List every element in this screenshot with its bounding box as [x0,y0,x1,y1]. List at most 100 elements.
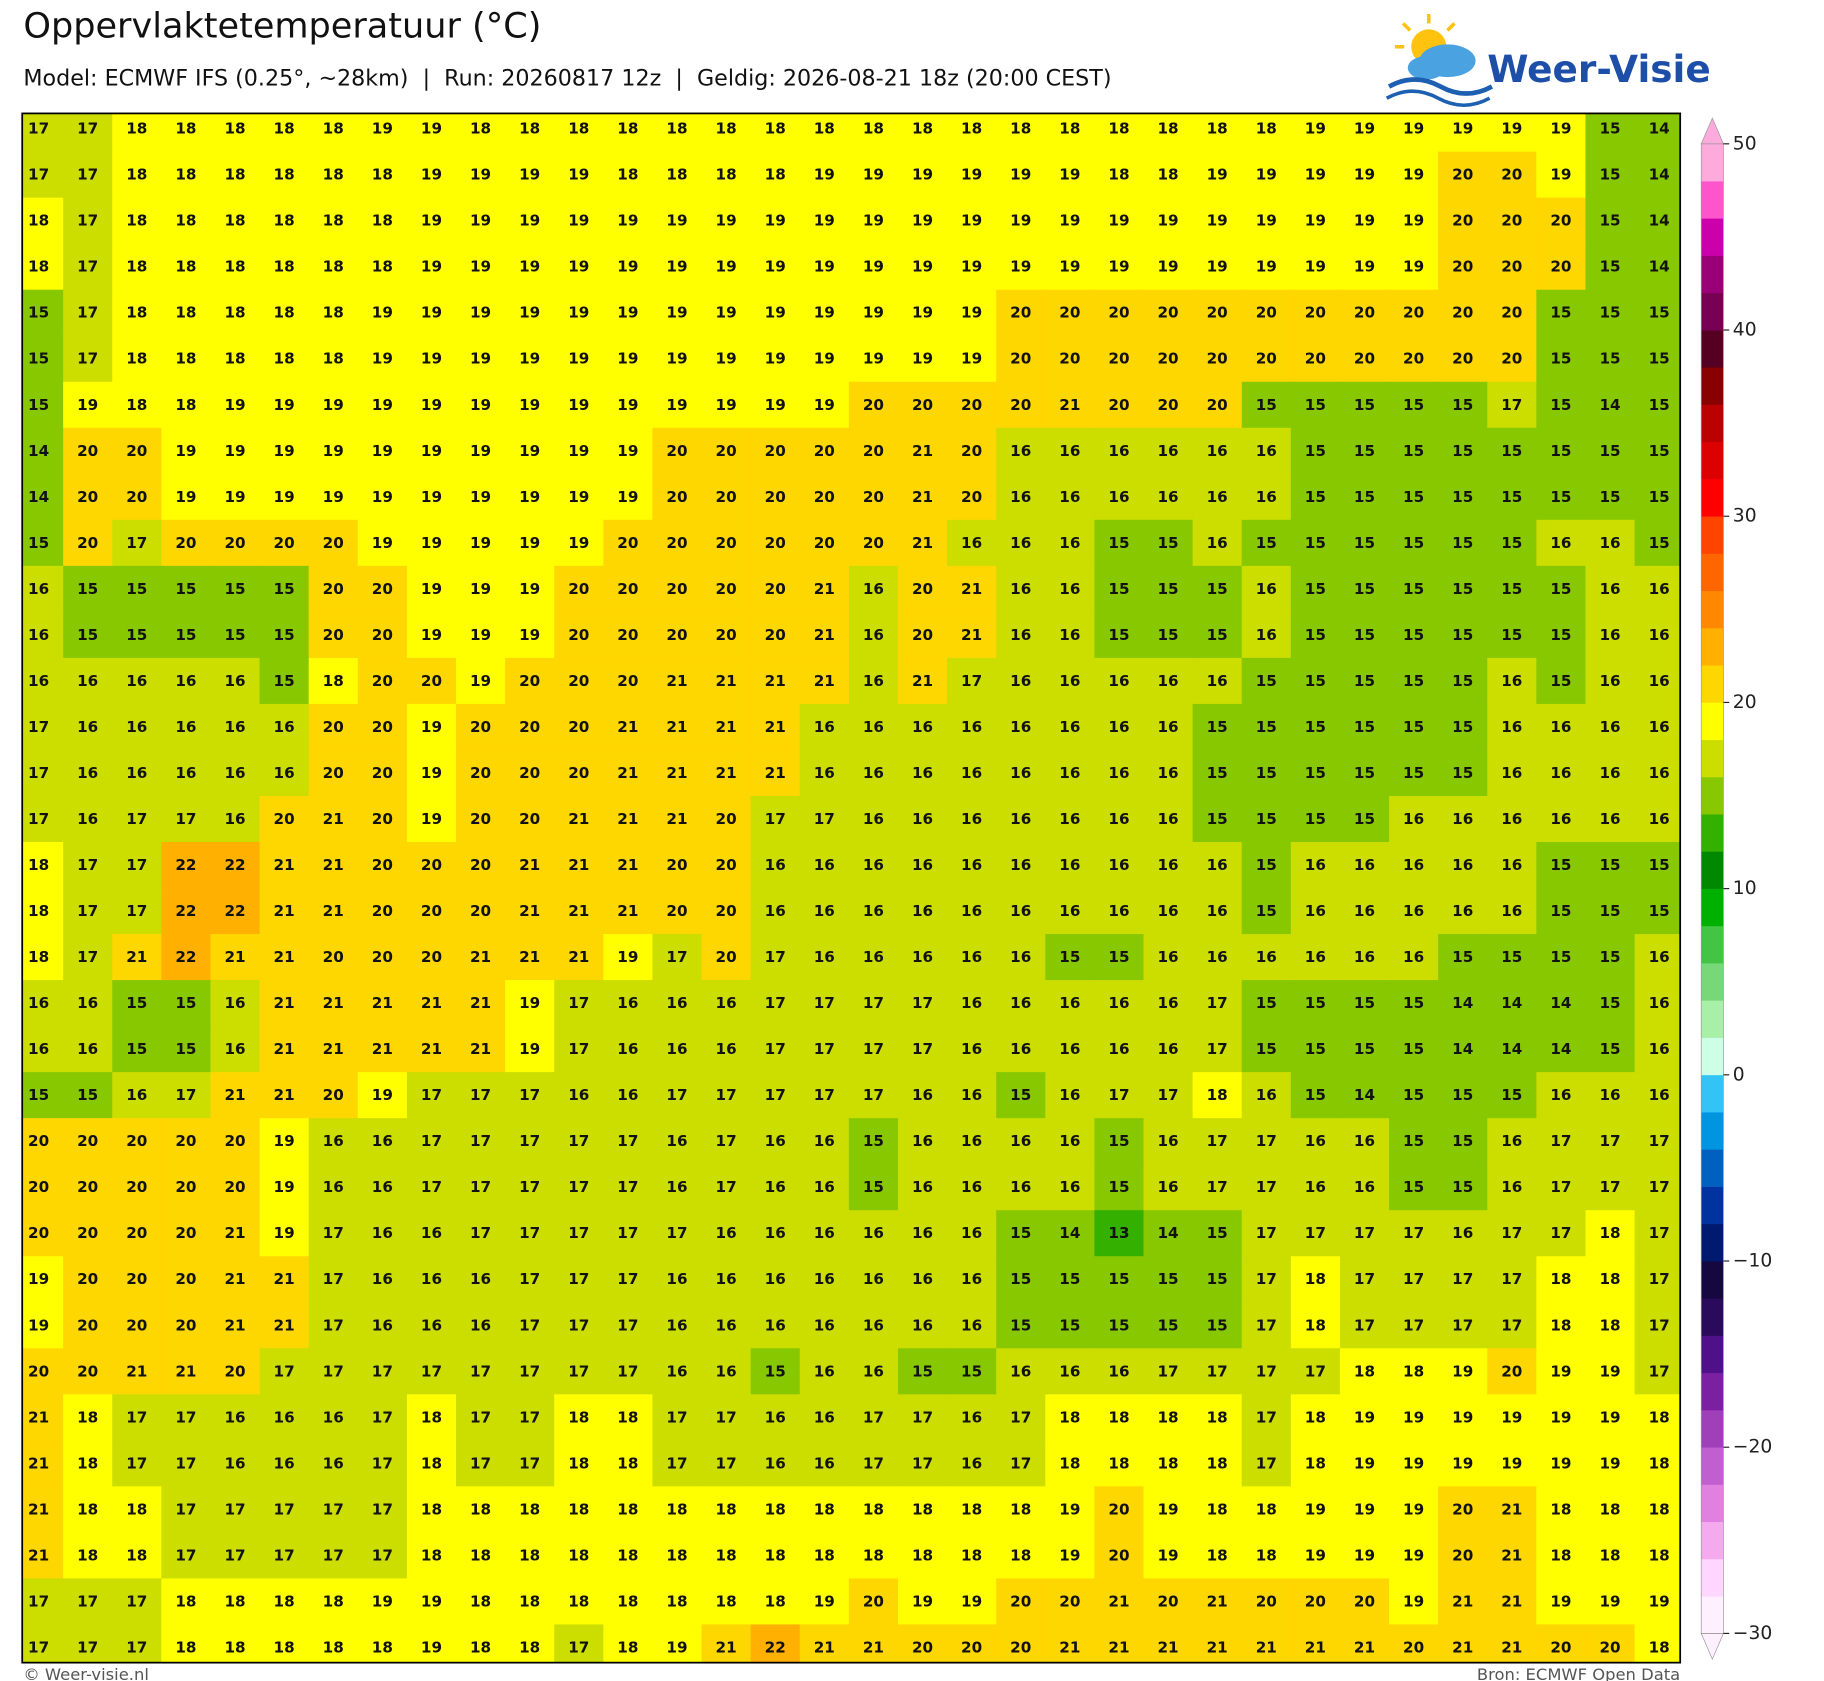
temp-label: 19 [716,212,737,230]
colorbar-band [1701,1521,1724,1560]
temp-label: 16 [863,626,884,644]
temp-cell [161,1072,212,1119]
temp-label: 15 [28,534,49,552]
temp-label: 17 [666,1224,687,1242]
temp-label: 16 [1403,856,1424,874]
temp-label: 16 [1059,1178,1080,1196]
temp-cell [848,657,899,705]
temp-cell [947,1072,997,1119]
temp-cell [1143,795,1194,843]
temp-cell [603,197,654,245]
temp-cell [456,473,506,521]
temp-label: 19 [617,258,638,276]
temp-cell [996,795,1046,843]
temp-label: 20 [716,902,737,920]
temp-label: 16 [961,902,982,920]
temp-cell [505,657,555,705]
temp-cell [1192,934,1243,981]
temp-label: 16 [1207,856,1228,874]
temp-label: 20 [1550,258,1571,276]
temp-cell [947,842,997,889]
temp-label: 19 [224,396,245,414]
temp-cell [897,703,948,751]
temp-label: 18 [224,1638,245,1656]
temp-cell [112,335,162,383]
temp-label: 16 [1599,580,1620,598]
temp-label: 20 [77,1270,98,1288]
temp-cell [1094,381,1145,429]
temp-label: 17 [126,1638,147,1656]
temp-cell [1438,335,1488,383]
temp-label: 16 [1157,672,1178,690]
temp-cell [996,980,1046,1027]
temp-label: 19 [1599,1592,1620,1610]
temp-label: 21 [28,1500,49,1518]
temp-cell [701,749,752,797]
temp-label: 14 [28,488,49,506]
temp-label: 18 [470,1546,491,1564]
temp-label: 21 [1354,1638,1375,1656]
temp-label: 19 [372,304,393,322]
temp-cell [406,335,457,383]
temp-label: 16 [863,1362,884,1380]
temp-label: 18 [519,1638,540,1656]
temp-label: 15 [1305,994,1326,1012]
temp-cell [1585,473,1636,521]
temp-label: 16 [1059,902,1080,920]
temp-label: 15 [1501,534,1522,552]
temp-label: 16 [421,1270,442,1288]
temp-cell [554,1118,604,1165]
temp-cell [1536,934,1587,981]
temp-label: 19 [568,442,589,460]
temp-cell [1585,243,1636,291]
temp-label: 16 [372,1178,393,1196]
temp-label: 21 [519,856,540,874]
temp-label: 17 [765,994,786,1012]
temp-label: 21 [372,1040,393,1058]
temp-label: 15 [1256,764,1277,782]
temp-label: 21 [224,948,245,966]
temp-cell [1438,197,1488,245]
temp-cell [1192,1164,1243,1211]
temp-label: 17 [617,1224,638,1242]
temp-label: 17 [372,1362,393,1380]
logo-icon [1385,14,1494,107]
temp-label: 17 [28,120,49,138]
temp-cell [1045,289,1095,337]
temp-label: 18 [421,1408,442,1426]
temp-cell [1094,197,1145,245]
temp-label: 20 [274,534,295,552]
colorbar-band [1701,292,1724,331]
temp-label: 18 [175,166,196,184]
temp-label: 18 [175,1638,196,1656]
temp-label: 18 [961,1546,982,1564]
temp-cell [701,611,752,659]
temp-cell [603,749,654,797]
temp-label: 20 [716,856,737,874]
temp-label: 17 [617,1132,638,1150]
temp-label: 19 [617,304,638,322]
temp-cell [750,1026,801,1073]
temp-cell [112,565,162,613]
temp-label: 18 [175,396,196,414]
temp-label: 21 [568,810,589,828]
temp-cell [1192,565,1243,613]
temp-label: 20 [863,1592,884,1610]
temp-label: 20 [1256,1592,1277,1610]
temp-cell [1487,197,1537,245]
temp-label: 19 [617,212,638,230]
temp-cell [259,657,310,705]
temp-label: 18 [814,1546,835,1564]
temp-label: 16 [814,948,835,966]
temp-label: 20 [175,1316,196,1334]
temp-cell [897,473,948,521]
temp-cell [996,427,1046,475]
temp-label: 14 [28,442,49,460]
temp-label: 16 [961,1224,982,1242]
temp-cell [456,1348,506,1395]
temp-label: 21 [1256,1638,1277,1656]
temp-label: 17 [28,166,49,184]
temp-label: 16 [1649,1086,1670,1104]
temp-label: 16 [814,1178,835,1196]
temp-label: 15 [1305,396,1326,414]
